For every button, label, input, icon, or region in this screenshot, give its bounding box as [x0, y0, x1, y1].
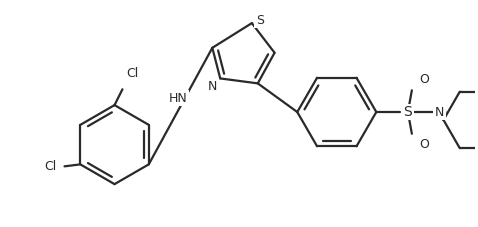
Text: O: O	[419, 138, 429, 151]
Text: HN: HN	[169, 92, 188, 105]
Text: Cl: Cl	[44, 160, 57, 173]
Text: Cl: Cl	[126, 67, 139, 80]
Text: O: O	[419, 73, 429, 86]
Text: N: N	[207, 80, 217, 93]
Text: S: S	[256, 14, 264, 27]
Text: S: S	[403, 105, 413, 119]
Text: N: N	[435, 106, 444, 118]
